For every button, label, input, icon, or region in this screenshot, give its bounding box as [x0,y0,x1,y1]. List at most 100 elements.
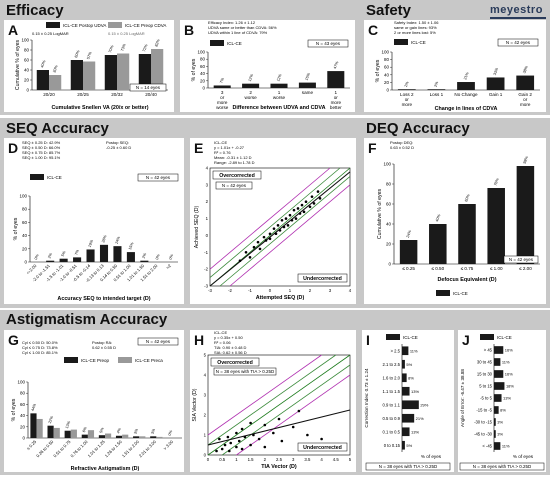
chart-a-data-label: 57% [86,51,93,60]
chart-a-bar [104,55,117,90]
chart-g-bar [105,433,112,438]
chart-d-n-label: N = 42 eyes [146,175,171,180]
chart-g-data-label: 0% [168,429,174,436]
chart-a-y-label: Cumulative % of eyes [15,40,21,91]
meyestro-logo: meyestro [490,4,543,16]
chart-g-data-label: 3% [133,428,139,435]
chart-h-ref-line [236,374,351,456]
chart-f-bar [487,188,505,264]
chart-c-x-tick-label: No Change [454,92,478,97]
chart-e-point [310,195,314,198]
chart-g-data-label: 13% [65,420,72,429]
chart-f-bar [399,240,418,264]
chart-i-bar [402,440,405,450]
chart-h-point [220,447,224,451]
chart-j-legend-swatch [480,334,494,340]
panel-letter-d: D [8,140,19,156]
chart-c-y-tick-label: 0 [386,88,389,93]
chart-j-data-label: 16% [505,348,513,353]
chart-i-bar [402,346,409,356]
chart-e-ref-line [209,167,331,270]
chart-g-s0-legend-swatch [64,357,78,363]
chart-h-x-tick-label: 4.5 [333,457,340,462]
panel-j: ICL-CE > 45 16% 30 to 45 11% 15 to 30 16% 5 to … [458,330,546,472]
chart-e-x-tick-label: 3 [329,288,332,293]
chart-e-point [238,259,242,263]
chart-h-point [237,439,241,443]
chart-i-n-label: N = 38 eyes with TIA > 0.25D [379,464,438,469]
chart-i-x-label: % of eyes [421,454,442,459]
chart-e-x-label: Attempted SEQ (D) [256,295,305,301]
chart-d-data-label: 19% [88,239,95,248]
chart-b-note: UDVA same or better than CDVA: 56% [208,25,277,30]
chart-h-point [252,433,255,437]
chart-d-bar [140,260,149,262]
chart-e-under-box [297,273,348,283]
chart-b-y-tick-label: 100 [197,50,205,55]
chart-i-bar [402,413,415,423]
chart-g-bar [47,425,54,438]
panel-h: ICL-CE y = 0.35x + 0.50 R² = 0.06 TIA: 0.90… [190,330,356,472]
chart-h-x-tick-label: 2 [264,457,267,462]
chart-g-y-tick-label: 40 [20,413,26,418]
chart-c-bar [397,89,416,90]
chart-e-y-tick-label: 2 [206,199,209,204]
chart-c-n-box [497,38,539,47]
chart-c-data-label: 2% [404,80,410,87]
chart-b-note: UDVA within 1 line of CDVA: 79% [208,30,268,35]
chart-h-note: ICL-CE [214,330,227,335]
chart-h-x-tick-label: 3.5 [304,457,311,462]
panel-e: ICL-CE y = 1.01x + -0.27 R² = 0.76 Mean: -0… [190,138,356,304]
chart-j-bar [494,346,504,354]
chart-d-y-tick-label: 40 [22,233,28,238]
chart-g-bar [64,430,71,438]
chart-e-ref-line [209,167,341,278]
chart-b-y-tick-label: 60 [200,64,206,69]
logo-underline [490,17,546,19]
chart-e-point [316,190,320,193]
chart-f-bar [458,204,476,264]
chart-f-x-tick-label: ≤ 0.50 [431,266,444,271]
chart-f-x-tick-label: ≤ 1.00 [490,266,503,271]
chart-g-data-label: 22% [48,415,55,424]
chart-e-x-tick-label: 1 [289,288,292,293]
chart-b-data-label: 47% [333,60,340,69]
chart-f-bar [429,224,447,264]
chart-g-note: Cyl ≤ 0.75 D: 73.8% [22,345,58,350]
chart-c-data-label: 2% [434,80,440,87]
chart-h-y-label: SIA Vector (D) [192,388,198,421]
chart-g-bar [115,435,123,438]
chart-i: ICL-CE > 2.5 11% 2.1 to 2.5 5% 1.6 to 2.0 8% 1.… [364,334,451,471]
chart-c-note: same or gain lines: 93% [394,25,437,30]
chart-e-y-tick-label: -2 [204,267,208,272]
chart-a-data-label: 70% [108,44,115,53]
chart-i-legend-swatch [386,334,400,340]
chart-h-x-tick-label: 1 [235,457,238,462]
chart-j-y-tick-label: > 45 [484,348,493,353]
chart-c-legend-swatch [394,39,408,45]
chart-h-point [226,435,230,439]
chart-b-x-tick-label: or [334,95,339,100]
chart-e-point [298,212,302,215]
chart-d-bar [126,252,135,262]
chart-a-x-tick-label: 20/25 [77,92,89,97]
chart-e-note: y = 1.01x + -0.27 [214,145,245,150]
chart-d-bar [99,244,109,262]
chart-c-bar [457,82,475,90]
chart-e-point [256,240,260,244]
chart-b-x-tick-label: or [220,95,225,100]
chart-a-x-tick-label: 20/20 [43,92,55,97]
chart-e-point [262,235,266,239]
chart-c-bar [427,89,446,90]
chart-g-y-tick-label: 100 [17,380,25,385]
chart-h-x-tick-label: 1.5 [248,457,255,462]
chart-a-bar [138,54,151,90]
chart-a-bar [151,49,164,90]
chart-b-y-tick-label: 40 [200,71,206,76]
chart-e-point [318,197,322,200]
chart-f-y-tick-label: 80 [386,182,392,187]
chart-h-point [240,447,244,451]
chart-e-point [296,207,300,210]
astigmatism-accuracy-title: Astigmatism Accuracy [6,311,168,328]
